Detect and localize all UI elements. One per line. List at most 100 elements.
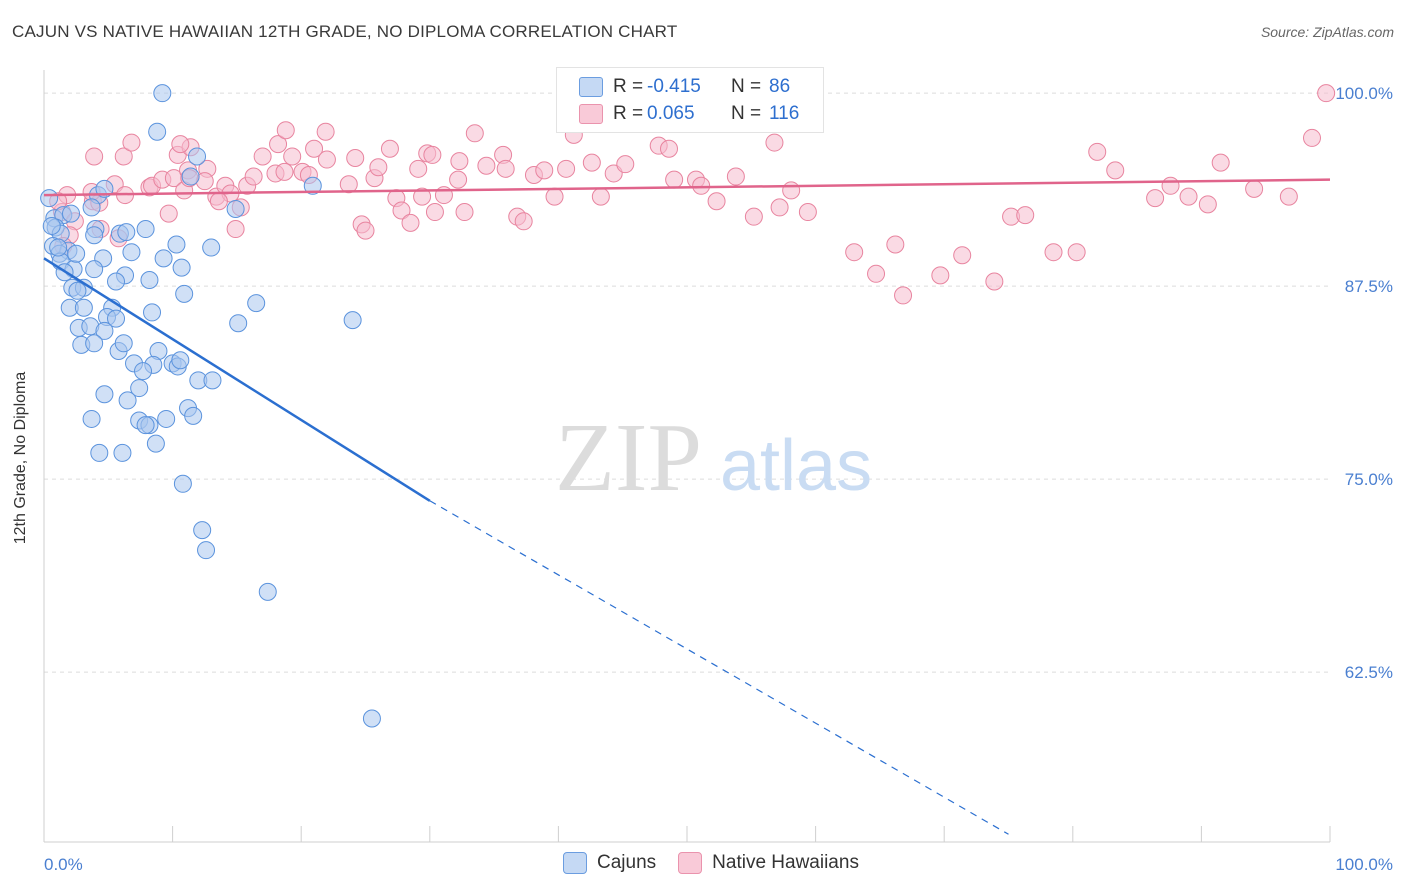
data-point-native-hawaiians [409,159,428,178]
data-point-native-hawaiians [798,203,817,222]
data-point-native-hawaiians [886,235,905,254]
data-point-cajuns [202,238,221,257]
data-point-native-hawaiians [283,147,302,166]
data-point-cajuns [42,216,61,235]
data-point-native-hawaiians [114,147,133,166]
data-point-cajuns [95,385,114,404]
data-point-cajuns [85,260,104,279]
data-point-native-hawaiians [253,147,272,166]
data-point-cajuns [82,409,101,428]
x-tick-label: 0.0% [44,855,83,874]
data-point-cajuns [343,311,362,330]
data-point-native-hawaiians [894,286,913,305]
data-point-native-hawaiians [425,203,444,222]
legend-item-native-hawaiians[interactable]: Native Hawaiians [678,852,859,874]
legend-swatch-cajuns [579,77,603,97]
legend-n-label: N = [731,76,762,97]
data-point-cajuns [247,294,266,313]
data-point-cajuns [90,443,109,462]
data-point-native-hawaiians [765,133,784,152]
data-point-native-hawaiians [1088,142,1107,161]
data-point-native-hawaiians [423,145,442,164]
data-point-native-hawaiians [171,135,190,154]
data-point-native-hawaiians [770,198,789,217]
data-point-cajuns [107,309,126,328]
data-point-native-hawaiians [209,192,228,211]
data-point-native-hawaiians [1302,128,1321,147]
data-point-cajuns [140,270,159,289]
data-point-native-hawaiians [1245,179,1264,198]
legend-row-hawaiians: R = 0.065 N = 116 [557,101,799,127]
series-cajuns [40,84,381,728]
data-point-native-hawaiians [985,272,1004,291]
data-point-native-hawaiians [744,207,763,226]
data-point-cajuns [173,474,192,493]
data-point-native-hawaiians [244,167,263,186]
data-point-native-hawaiians [317,150,336,169]
data-point-native-hawaiians [591,187,610,206]
data-point-native-hawaiians [557,159,576,178]
data-point-native-hawaiians [1106,161,1125,180]
data-point-cajuns [130,379,149,398]
data-point-native-hawaiians [1198,195,1217,214]
data-point-native-hawaiians [867,264,886,283]
data-point-cajuns [146,434,165,453]
data-point-native-hawaiians [1279,187,1298,206]
data-point-cajuns [181,167,200,186]
data-point-native-hawaiians [275,162,294,181]
data-point-cajuns [74,298,93,317]
x-tick-label: 100.0% [1335,855,1393,874]
data-point-cajuns [114,334,133,353]
data-point-native-hawaiians [726,167,745,186]
data-point-cajuns [184,406,203,425]
data-point-native-hawaiians [707,192,726,211]
data-point-cajuns [62,204,81,223]
data-point-native-hawaiians [496,159,515,178]
data-point-cajuns [154,249,173,268]
data-point-cajuns [143,303,162,322]
data-point-native-hawaiians [346,149,365,168]
data-point-native-hawaiians [269,135,288,154]
data-point-native-hawaiians [305,139,324,158]
legend-label-cajuns: Cajuns [597,852,657,873]
legend-item-cajuns[interactable]: Cajuns [563,852,656,874]
legend-n-value: 116 [769,103,800,124]
bottom-legend: Cajuns Native Hawaiians [563,852,881,874]
data-point-native-hawaiians [392,201,411,220]
data-point-native-hawaiians [413,187,432,206]
trend-lines [43,178,1331,835]
data-point-native-hawaiians [356,221,375,240]
data-point-native-hawaiians [122,133,141,152]
data-point-native-hawaiians [582,153,601,172]
data-point-cajuns [82,198,101,217]
data-point-native-hawaiians [931,266,950,285]
data-point-native-hawaiians [1161,176,1180,195]
legend-r-value: 0.065 [647,103,695,124]
data-point-cajuns [362,709,381,728]
data-point-native-hawaiians [316,122,335,141]
trend-line-native-hawaiians [43,178,1331,197]
data-point-native-hawaiians [369,158,388,177]
data-point-cajuns [122,243,141,262]
data-point-cajuns [134,362,153,381]
data-point-cajuns [188,147,207,166]
data-point-cajuns [153,84,172,103]
data-point-cajuns [226,199,245,218]
data-point-native-hawaiians [1067,243,1086,262]
data-point-cajuns [68,281,87,300]
data-point-cajuns [172,258,191,277]
data-point-native-hawaiians [1211,153,1230,172]
data-point-cajuns [175,284,194,303]
watermark: ZIP atlas [555,404,872,512]
data-point-native-hawaiians [339,175,358,194]
data-point-native-hawaiians [449,170,468,189]
data-point-cajuns [113,443,132,462]
data-point-native-hawaiians [665,170,684,189]
data-point-native-hawaiians [380,139,399,158]
data-point-cajuns [67,244,86,263]
data-point-cajuns [171,351,190,370]
legend-r-label: R = [613,76,644,97]
data-point-native-hawaiians [477,156,496,175]
x-tick-labels: 0.0% 100.0% [44,855,1393,874]
legend-row-cajuns: R = -0.415 N = 86 [557,74,790,100]
